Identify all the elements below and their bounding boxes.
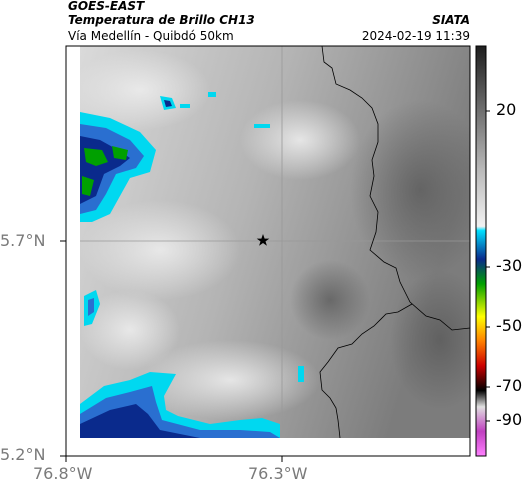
colorbar-label: -50 bbox=[496, 316, 523, 335]
colorbar-label: -30 bbox=[496, 256, 523, 275]
department-boundary bbox=[319, 45, 471, 456]
organization-label: SIATA bbox=[432, 13, 470, 27]
timestamp-label: 2024-02-19 11:39 bbox=[361, 29, 470, 43]
colorbar-label: -90 bbox=[496, 410, 523, 429]
satellite-title: GOES-EAST bbox=[68, 0, 145, 13]
lon-tick-label: 76.8°W bbox=[33, 464, 93, 483]
lat-tick-label: 5.7°N bbox=[0, 231, 46, 250]
colorbar-ticks bbox=[486, 110, 490, 422]
colorbar bbox=[475, 45, 487, 457]
region-label: Vía Medellín - Quibdó 50km bbox=[68, 29, 234, 43]
colorbar-label: 20 bbox=[496, 100, 517, 119]
lon-tick-label: 76.3°W bbox=[248, 464, 308, 483]
colorbar-label: -70 bbox=[496, 376, 523, 395]
location-star-marker bbox=[256, 234, 270, 246]
product-title: Temperatura de Brillo CH13 bbox=[68, 13, 255, 27]
brightness-temperature-field bbox=[80, 46, 470, 438]
lat-tick-label: 5.2°N bbox=[0, 445, 46, 464]
